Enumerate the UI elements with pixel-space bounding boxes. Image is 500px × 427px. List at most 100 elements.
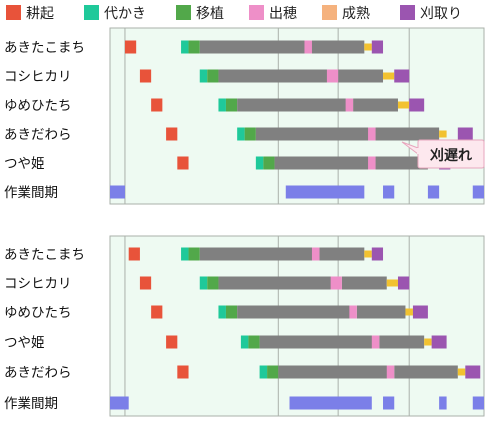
legend-label: 刈取り <box>420 6 462 22</box>
row-label: つや姫 <box>4 156 45 172</box>
puddling-bar <box>255 156 264 170</box>
heading-bar <box>349 305 357 319</box>
growth-bar <box>311 40 365 54</box>
growth-bar <box>353 98 398 112</box>
plowing-bar <box>177 365 189 379</box>
row-label: あきたこまち <box>4 40 85 56</box>
maturity-marker <box>457 368 466 376</box>
growth-bar <box>199 40 312 54</box>
idle-period-bar <box>427 185 440 199</box>
callout-text: 刈遅れ <box>430 147 472 164</box>
harvest-bar <box>397 276 410 290</box>
idle-period-bar <box>472 396 484 410</box>
legend-label: 成熟 <box>342 6 370 22</box>
legend-swatch <box>6 5 21 20</box>
harvest-bar <box>431 335 447 349</box>
growth-bar <box>338 69 384 83</box>
heading-bar <box>371 335 380 349</box>
idle-period-bar <box>383 185 395 199</box>
plowing-bar <box>166 127 178 141</box>
row-label: コシヒカリ <box>4 69 72 85</box>
transplant-bar <box>248 335 260 349</box>
plowing-bar <box>139 276 152 290</box>
idle-period-bar <box>472 185 484 199</box>
legend-swatch <box>249 5 264 20</box>
puddling-bar <box>199 276 208 290</box>
harvest-bar <box>412 305 428 319</box>
maturity-marker <box>439 130 447 138</box>
plowing-bar <box>128 247 140 261</box>
growth-bar <box>356 305 406 319</box>
harvest-bar <box>457 127 473 141</box>
maturity-marker <box>364 43 372 51</box>
transplant-bar <box>207 69 219 83</box>
maturity-marker <box>364 250 372 258</box>
growth-bar <box>199 247 316 261</box>
idle-period-bar <box>383 396 395 410</box>
heading-bar <box>386 365 395 379</box>
row-label: コシヒカリ <box>4 276 72 292</box>
plowing-bar <box>151 305 163 319</box>
plowing-bar <box>124 40 137 54</box>
harvest-bar <box>371 247 384 261</box>
row-label: あきだわら <box>4 127 72 143</box>
plowing-bar <box>139 69 152 83</box>
heading-bar <box>345 98 354 112</box>
row-label: つや姫 <box>4 335 45 351</box>
heading-bar <box>311 247 320 261</box>
puddling-bar <box>181 40 189 54</box>
harvest-bar <box>465 365 481 379</box>
harvest-bar <box>371 40 384 54</box>
maturity-marker <box>397 101 410 109</box>
row-label: あきだわら <box>4 365 72 381</box>
legend-swatch <box>84 5 99 20</box>
growth-bar <box>319 247 365 261</box>
idle-period-bar <box>110 185 125 199</box>
maturity-marker <box>386 279 398 287</box>
legend-label: 出穂 <box>269 6 297 22</box>
row-label: あきたこまち <box>4 247 85 263</box>
plowing-bar <box>177 156 189 170</box>
growth-bar <box>237 98 350 112</box>
transplant-bar <box>188 40 200 54</box>
growth-bar <box>218 69 335 83</box>
puddling-bar <box>181 247 189 261</box>
growth-bar <box>259 335 376 349</box>
idle-period-bar <box>110 396 129 410</box>
callout-joint <box>417 148 420 154</box>
growth-bar <box>237 305 354 319</box>
legend-label: 代かき <box>104 6 146 22</box>
puddling-bar <box>218 305 226 319</box>
puddling-bar <box>259 365 268 379</box>
transplant-bar <box>263 156 275 170</box>
maturity-marker <box>424 338 432 346</box>
legend-swatch <box>176 5 191 20</box>
puddling-bar <box>240 335 249 349</box>
plot-area <box>109 27 485 205</box>
maturity-marker <box>405 308 413 316</box>
transplant-bar <box>207 276 219 290</box>
growth-bar <box>375 127 440 141</box>
idle-period-bar <box>439 396 447 410</box>
idle-row-label: 作業間期 <box>4 396 58 412</box>
growth-bar <box>394 365 458 379</box>
legend-label: 耕起 <box>26 5 54 22</box>
row-label: ゆめひたち <box>4 305 72 321</box>
idle-row-label: 作業間期 <box>4 185 58 201</box>
heading-bar <box>304 40 312 54</box>
row-label: ゆめひたち <box>4 98 72 114</box>
transplant-bar <box>244 127 256 141</box>
plot-area <box>109 235 485 417</box>
puddling-bar <box>218 98 226 112</box>
harvest-bar <box>409 98 425 112</box>
transplant-bar <box>225 305 238 319</box>
idle-period-bar <box>285 185 365 199</box>
heading-bar <box>368 156 376 170</box>
growth-bar <box>379 335 425 349</box>
heading-bar <box>326 69 339 83</box>
legend-swatch <box>400 5 415 20</box>
legend-label: 移植 <box>196 6 224 22</box>
maturity-marker <box>383 72 395 80</box>
heading-bar <box>368 127 376 141</box>
